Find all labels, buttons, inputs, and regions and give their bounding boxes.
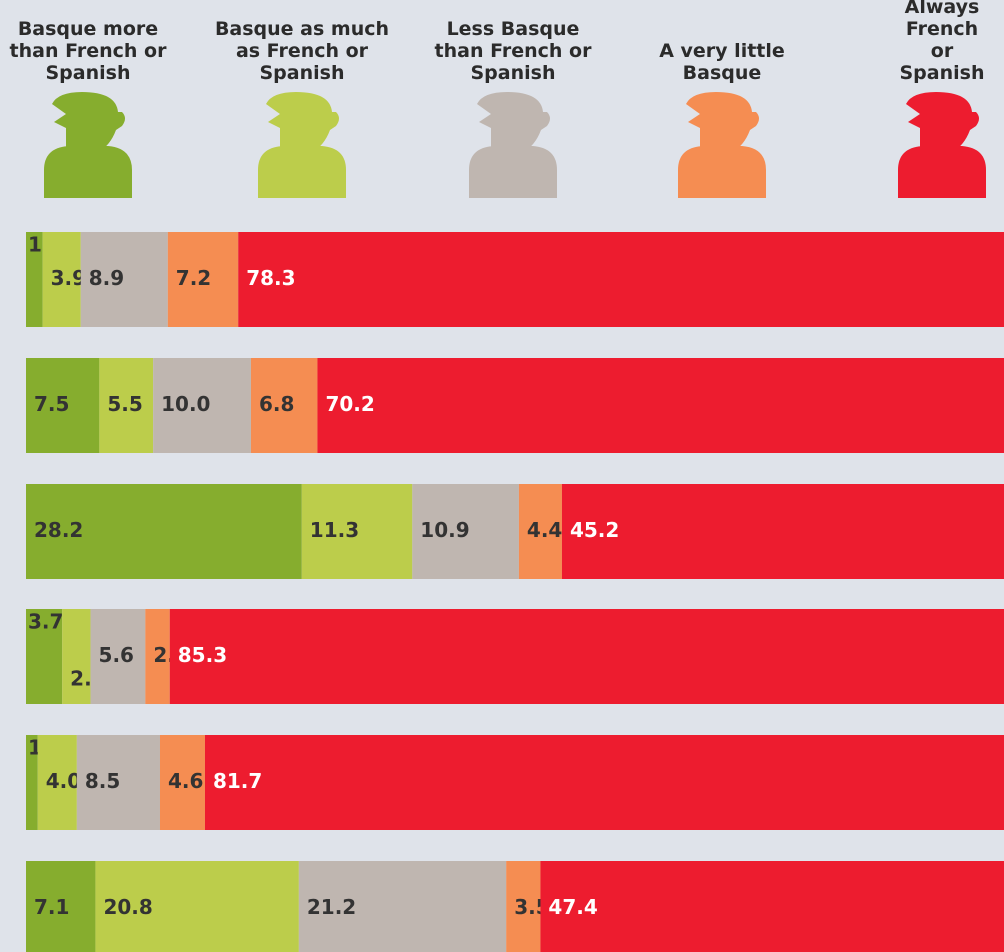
bar-segment xyxy=(301,484,413,579)
value-label: 45.2 xyxy=(570,518,619,542)
bar-segment xyxy=(238,232,1004,327)
bar-segment xyxy=(159,735,205,830)
legend-label: Always French or Spanish xyxy=(899,0,985,84)
value-label: 7.1 xyxy=(34,895,69,919)
value-label: 4.0 xyxy=(46,769,81,793)
value-label: 78.3 xyxy=(246,266,295,290)
bar-segment xyxy=(42,232,81,327)
bar-segment xyxy=(506,861,541,952)
value-label: 70.2 xyxy=(325,392,374,416)
legend-label: A very little Basque xyxy=(659,40,785,84)
value-label: 3.9 xyxy=(51,266,86,290)
value-label: 7.5 xyxy=(34,392,69,416)
bar-segment xyxy=(317,358,1004,453)
value-label: 10.0 xyxy=(161,392,210,416)
value-label: 21.2 xyxy=(307,895,356,919)
value-label: 7.2 xyxy=(176,266,211,290)
value-label: 5.5 xyxy=(107,392,142,416)
bar-segment xyxy=(26,609,63,704)
value-label: 4.6 xyxy=(168,769,203,793)
bar-segment xyxy=(90,609,146,704)
value-label: 4.4 xyxy=(527,518,562,542)
legend-label: Basque more than French or Spanish xyxy=(9,18,167,84)
legend-icon xyxy=(898,92,986,198)
value-label: 8.9 xyxy=(89,266,124,290)
bar-segment xyxy=(561,484,1004,579)
bar-segment xyxy=(250,358,318,453)
bar-segment xyxy=(80,232,168,327)
legend-label: Less Basque than French or Spanish xyxy=(434,18,592,84)
value-label: 47.4 xyxy=(548,895,597,919)
bar-segment xyxy=(26,735,38,830)
legend-icon xyxy=(678,92,766,198)
bar-segment xyxy=(26,358,100,453)
bar-segment xyxy=(145,609,170,704)
value-label: 85.3 xyxy=(178,643,227,667)
bar-segment xyxy=(26,232,43,327)
value-label: 5.6 xyxy=(99,643,134,667)
bar-segment xyxy=(26,861,96,952)
value-label: 20.8 xyxy=(103,895,152,919)
legend-icon xyxy=(258,92,346,198)
bar-segment xyxy=(167,232,239,327)
value-label: 28.2 xyxy=(34,518,83,542)
value-label: 11.3 xyxy=(310,518,359,542)
value-label: 6.8 xyxy=(259,392,294,416)
value-label: 8.5 xyxy=(85,769,120,793)
bar-segment xyxy=(62,609,91,704)
bar-segment xyxy=(412,484,519,579)
value-label: 3.7 xyxy=(28,610,63,634)
bar-segment xyxy=(540,861,1004,952)
legend-icon xyxy=(44,92,132,198)
bar-segment xyxy=(76,735,160,830)
bar-segment xyxy=(298,861,507,952)
value-label: 10.9 xyxy=(420,518,469,542)
bar-segment xyxy=(37,735,77,830)
value-label: 81.7 xyxy=(213,769,262,793)
legend-icon xyxy=(469,92,557,198)
bar-segment xyxy=(26,484,302,579)
bar-segment xyxy=(169,609,1004,704)
bar-segment xyxy=(99,358,154,453)
bar-segment xyxy=(153,358,251,453)
bar-segment xyxy=(518,484,562,579)
legend-label: Basque as much as French or Spanish xyxy=(214,18,390,84)
bar-segment xyxy=(204,735,1004,830)
bar-segment xyxy=(95,861,299,952)
